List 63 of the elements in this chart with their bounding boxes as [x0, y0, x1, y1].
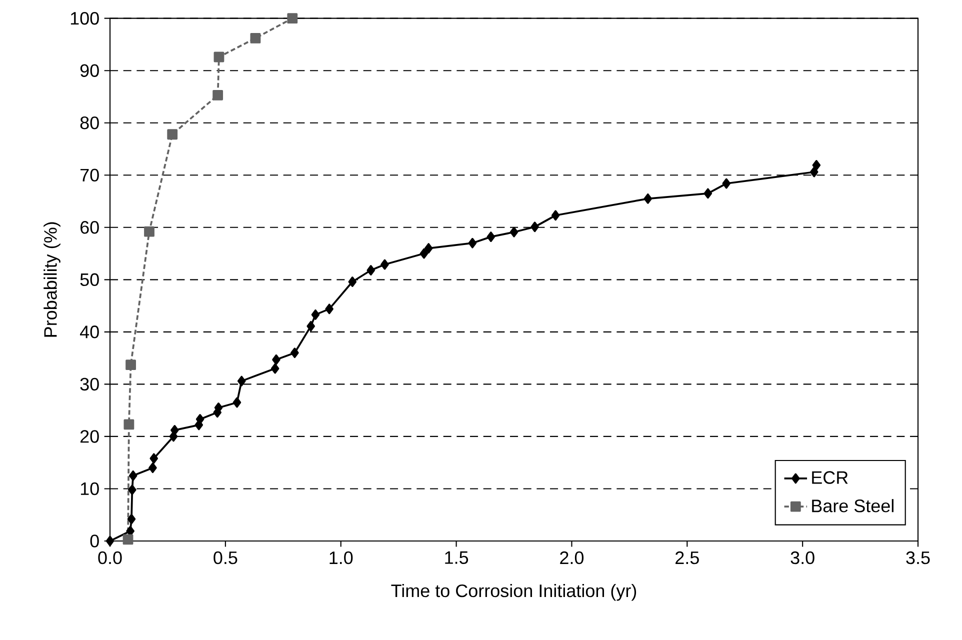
y-tick-label: 50: [80, 273, 99, 286]
legend-label: Bare Steel: [812, 499, 894, 512]
y-tick-label: 20: [80, 430, 99, 443]
point: [380, 259, 389, 270]
point: [290, 348, 299, 358]
point: [250, 32, 261, 44]
point: [214, 52, 224, 62]
point: [232, 397, 242, 408]
point: [325, 304, 334, 314]
point: [704, 188, 712, 199]
point: [106, 536, 114, 546]
point: [170, 424, 179, 436]
point: [551, 210, 560, 221]
point: [122, 534, 134, 545]
x-tick-label: 3.0: [790, 551, 814, 564]
point: [212, 90, 224, 100]
point: [237, 376, 246, 386]
y-tick-label: 10: [80, 482, 99, 496]
y-tick-label: 80: [80, 116, 99, 130]
point: [311, 309, 320, 320]
y-axis-title: Probability (%): [44, 222, 60, 337]
point: [530, 222, 539, 232]
y-tick-label: 40: [80, 326, 99, 338]
point: [810, 166, 818, 178]
x-tick-label: 0.5: [214, 551, 238, 564]
point: [420, 248, 428, 259]
legend-label: ECR: [812, 471, 848, 484]
point: [306, 320, 315, 332]
point: [167, 129, 178, 140]
point: [486, 232, 496, 242]
point: [272, 354, 280, 365]
point: [424, 243, 433, 254]
y-tick-label: 0: [90, 534, 99, 548]
point: [468, 238, 477, 248]
point: [124, 419, 134, 430]
point: [196, 414, 204, 424]
x-tick-label: 3.5: [906, 551, 930, 564]
y-tick-label: 30: [80, 378, 99, 391]
y-tick-label: 90: [80, 64, 99, 77]
point: [126, 360, 136, 370]
point: [722, 178, 731, 189]
point: [348, 276, 357, 287]
y-tick-label: 70: [80, 168, 99, 182]
point: [644, 193, 652, 204]
y-tick-label: 100: [70, 12, 99, 25]
point: [148, 462, 157, 474]
point: [270, 363, 280, 374]
point: [127, 514, 136, 524]
x-tick-label: 0.0: [98, 551, 122, 564]
point: [287, 13, 298, 24]
x-tick-label: 2.5: [676, 551, 699, 564]
point: [510, 226, 518, 238]
point: [366, 265, 376, 276]
y-tick-label: 60: [80, 221, 99, 234]
x-tick-label: 1.0: [330, 551, 353, 564]
point: [144, 226, 154, 237]
point: [128, 484, 136, 495]
x-tick-label: 1.5: [445, 551, 468, 564]
x-axis-title: Time to Corrosion Initiation (yr): [391, 584, 636, 601]
point: [150, 453, 158, 464]
x-tick-label: 2.0: [560, 551, 584, 564]
point: [128, 470, 138, 481]
point: [812, 160, 821, 170]
